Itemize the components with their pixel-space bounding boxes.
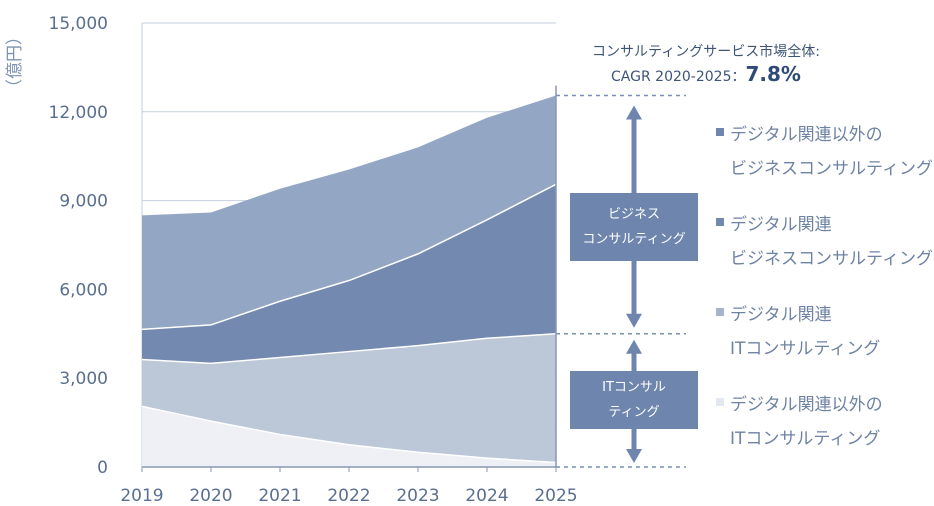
legend-label: デジタル関連以外の <box>730 125 883 145</box>
legend-label: デジタル関連 <box>730 215 832 235</box>
area-boundary-1 <box>141 333 557 365</box>
legend-swatch <box>716 308 724 316</box>
area-series-3 <box>142 95 556 330</box>
it-box-line2: ティング <box>608 405 660 420</box>
it-arrow-head-down <box>626 449 642 463</box>
legend-label: デジタル関連 <box>730 305 832 325</box>
x-tick-label: 2022 <box>327 486 370 506</box>
y-tick-label: 0 <box>97 458 108 478</box>
it-arrow-head-up <box>626 339 642 354</box>
legend-swatch <box>716 128 724 136</box>
cagr-value: 7.8% <box>745 62 801 86</box>
x-tick-label: 2021 <box>258 486 301 506</box>
legend-label: ビジネスコンサルティング <box>730 159 933 179</box>
legend-item-nondigital-it: デジタル関連以外の ITコンサルティング <box>716 388 883 456</box>
it-box-line1: ITコンサル <box>602 380 666 395</box>
legend-item-digital-it: デジタル関連 ITコンサルティング <box>716 298 880 366</box>
business-box-line2: コンサルティング <box>582 232 686 247</box>
x-tick-label: 2023 <box>396 486 439 506</box>
cagr-title: コンサルティングサービス市場全体: <box>592 44 820 60</box>
x-tick-label: 2025 <box>534 486 577 506</box>
y-tick-label: 3,000 <box>59 369 108 389</box>
x-tick-label: 2020 <box>189 486 232 506</box>
legend-label: ITコンサルティング <box>730 429 881 449</box>
business-box-line1: ビジネス <box>607 207 660 222</box>
legend-label: デジタル関連以外の <box>730 395 883 415</box>
area-series-1 <box>142 333 556 463</box>
business-arrow-head-up <box>626 105 642 120</box>
legend-label: ITコンサルティング <box>730 339 881 359</box>
y-tick-label: 15,000 <box>49 14 108 34</box>
y-axis-label: （億円） <box>5 28 25 96</box>
area-series-2 <box>142 184 556 364</box>
area-boundary-0 <box>141 405 557 464</box>
business-consulting-box: ビジネス コンサルティング <box>570 193 698 261</box>
x-tick-label: 2024 <box>465 486 508 506</box>
it-consulting-box: ITコンサル ティング <box>570 371 698 429</box>
legend-swatch <box>716 398 724 406</box>
x-tick-label: 2019 <box>120 486 163 506</box>
cagr-line: CAGR 2020-2025：7.8% <box>556 62 856 89</box>
area-boundary-2 <box>141 183 557 331</box>
legend-swatch <box>716 218 724 226</box>
business-arrow-head-down <box>626 313 642 328</box>
y-tick-label: 9,000 <box>59 192 108 212</box>
y-tick-label: 6,000 <box>59 280 108 300</box>
area-series-0 <box>142 406 556 467</box>
legend-label: ビジネスコンサルティング <box>730 249 933 269</box>
legend-item-nondigital-business: デジタル関連以外の ビジネスコンサルティング <box>716 118 933 186</box>
legend-item-digital-business: デジタル関連 ビジネスコンサルティング <box>716 208 933 276</box>
y-tick-label: 12,000 <box>49 103 108 123</box>
cagr-label: CAGR 2020-2025： <box>611 69 746 85</box>
